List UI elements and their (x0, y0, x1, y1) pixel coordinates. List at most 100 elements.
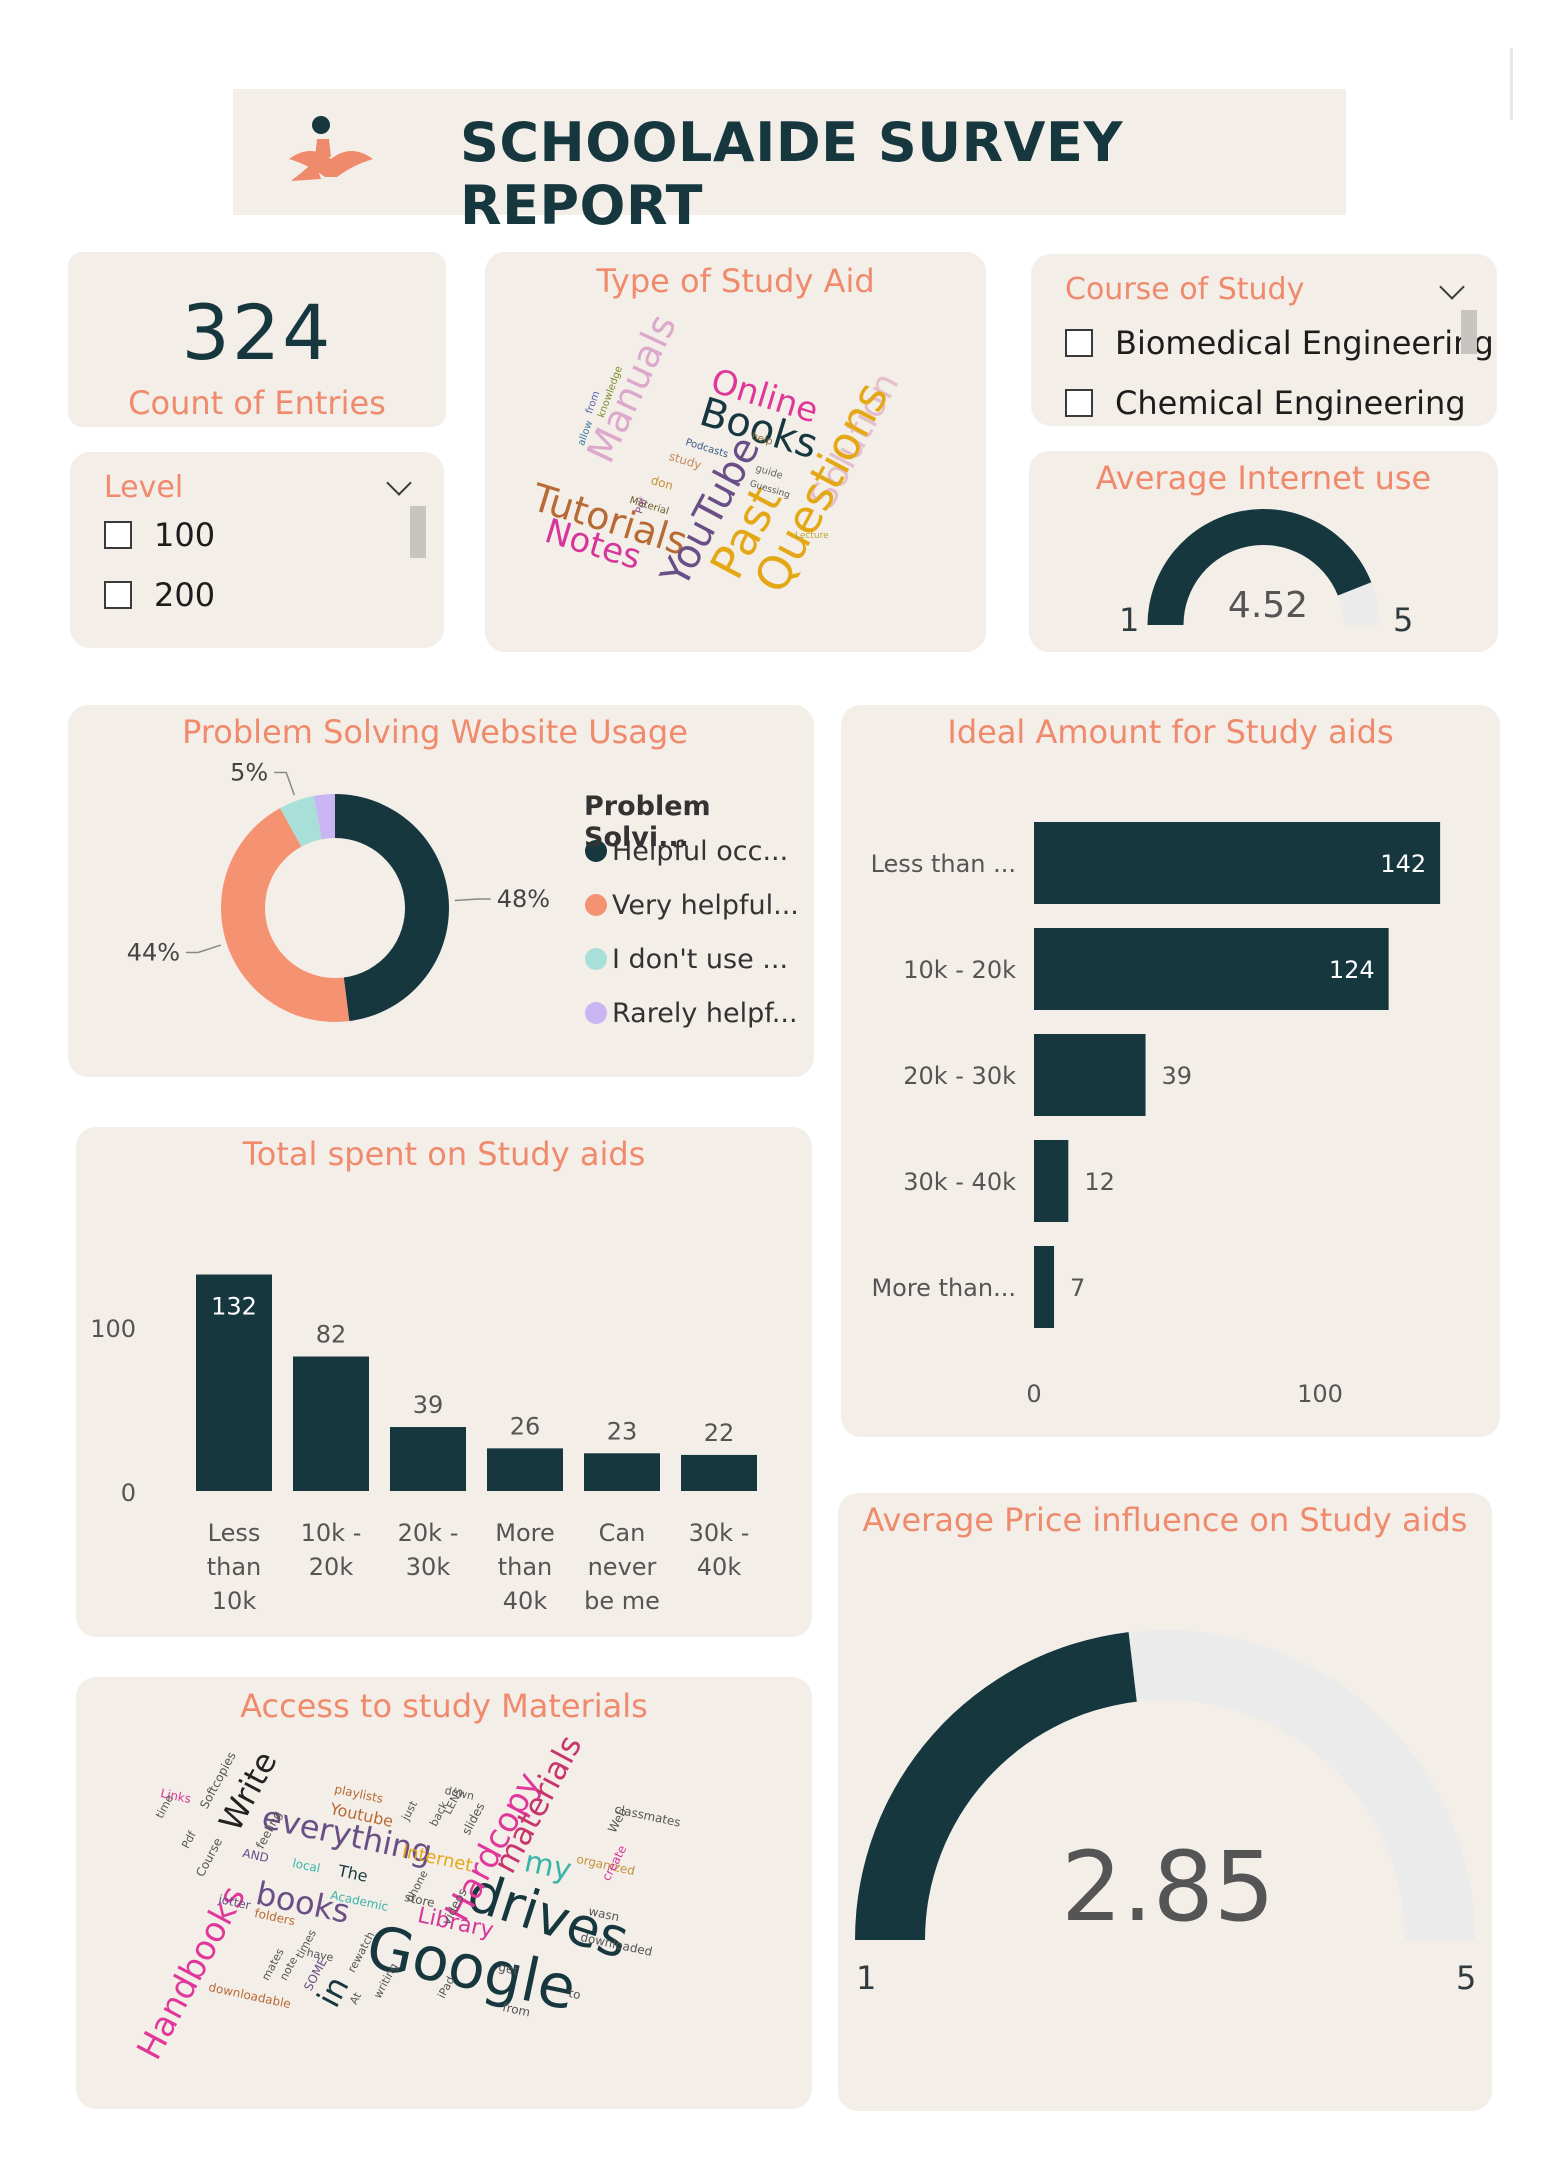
tick-label: 0 (121, 1479, 136, 1507)
slicer-scrollbar[interactable] (410, 506, 426, 558)
price-gauge (855, 1630, 1475, 1940)
word: downloadable (207, 1980, 293, 2012)
bar (293, 1356, 369, 1491)
data-label: 124 (1329, 956, 1375, 984)
category-label: 30k - 40k (903, 1168, 1016, 1196)
data-label: 26 (510, 1412, 541, 1440)
word: study (667, 449, 704, 473)
category-label: Can (599, 1519, 646, 1547)
category-label: than (207, 1553, 262, 1581)
legend-title: Problem Solvi... (584, 791, 711, 853)
level-option[interactable]: 200 (104, 576, 215, 614)
materials-card: Access to study Materials Google drives … (76, 1677, 812, 2109)
chevron-down-icon[interactable] (1439, 274, 1465, 300)
gauge-min-label: 1 (1119, 601, 1140, 639)
category-label: Less than ... (871, 850, 1016, 878)
data-label: 39 (413, 1391, 444, 1419)
course-slicer-title: Course of Study (1065, 272, 1305, 307)
donut-slice (221, 808, 350, 1022)
bar (390, 1427, 466, 1491)
legend-item: Helpful occ... (612, 836, 788, 867)
course-option-label: Chemical Engineering (1115, 384, 1466, 422)
category-label: More (495, 1519, 555, 1547)
level-option[interactable]: 100 (104, 516, 215, 554)
level-option-label: 200 (154, 576, 216, 614)
word: guide (754, 463, 785, 482)
course-option[interactable]: Chemical Engineering (1065, 384, 1466, 422)
checkbox[interactable] (1065, 329, 1093, 357)
bar (1034, 1034, 1146, 1116)
bar (681, 1454, 757, 1491)
bar (1034, 928, 1389, 1010)
legend-item: Very helpful... (612, 890, 799, 921)
word: The (336, 1861, 370, 1886)
tick-label: 0 (1026, 1380, 1041, 1408)
gauge-max-label: 5 (1456, 1959, 1477, 1997)
tick-label: 100 (90, 1315, 136, 1343)
donut-data-label: 44% (127, 938, 180, 966)
word: store (403, 1890, 436, 1911)
website-usage-card: Problem Solving Website Usage 48% 44% 5% He… (68, 705, 814, 1077)
data-label: 39 (1162, 1062, 1193, 1090)
total-spent-title: Total spent on Study aids (242, 1135, 646, 1173)
study-aid-title: Type of Study Aid (596, 262, 875, 300)
course-option[interactable]: Biomedical Engineering (1065, 324, 1494, 362)
bar (487, 1448, 563, 1491)
word: Internet (400, 1841, 475, 1877)
word: Manuals (578, 307, 685, 470)
ideal-amount-title: Ideal Amount for Study aids (947, 713, 1394, 751)
bar (1034, 1140, 1069, 1222)
category-label: 30k - (689, 1519, 750, 1547)
category-label: 10k (212, 1587, 257, 1615)
gauge-min-label: 1 (856, 1959, 877, 1997)
donut-leader-line (274, 771, 296, 796)
word: Course (193, 1835, 226, 1880)
donut-data-label: 5% (230, 759, 268, 787)
word: Lecture (795, 531, 829, 541)
word: don (649, 473, 675, 494)
word: just (399, 1798, 421, 1823)
ideal-amount-card: Ideal Amount for Study aids Less than ..… (841, 705, 1500, 1437)
chevron-down-icon[interactable] (386, 470, 412, 496)
slicer-scrollbar[interactable] (1461, 310, 1477, 354)
donut-slice (335, 794, 450, 1022)
word: AND (241, 1846, 271, 1866)
category-label: than (498, 1553, 553, 1581)
reader-figure-icon (289, 116, 373, 181)
checkbox[interactable] (1065, 389, 1093, 417)
page-scrollbar[interactable] (1510, 48, 1513, 120)
ideal-amount-chart: Less than ... 142 10k - 20k 124 20k - 30k 39 3… (871, 822, 1441, 1408)
level-slicer-title: Level (104, 470, 184, 505)
word: local (291, 1856, 322, 1876)
word: Pdf (179, 1829, 199, 1851)
checkbox[interactable] (104, 581, 132, 609)
gauge-max-label: 5 (1393, 601, 1414, 639)
website-usage-donut: 48% 44% 5% Helpful occ... Very helpful... I d… (127, 759, 799, 1029)
bar (584, 1453, 660, 1491)
legend-marker (585, 840, 607, 862)
data-label: 12 (1084, 1168, 1115, 1196)
legend-item: I don't use ... (612, 944, 788, 975)
gauge-value: 2.85 (1061, 1831, 1275, 1943)
category-label: 20k - 30k (903, 1062, 1016, 1090)
category-label: 10k - 20k (903, 956, 1016, 984)
internet-gauge-title: Average Internet use (1095, 459, 1432, 497)
page-title: SCHOOLAIDE SURVEY REPORT (460, 111, 1123, 237)
category-label: be me (584, 1587, 660, 1615)
materials-title: Access to study Materials (240, 1687, 648, 1725)
course-slicer: Course of Study Biomedical Engineering C… (1031, 254, 1497, 426)
gauge-fill (1147, 509, 1372, 625)
bar (1034, 1246, 1055, 1328)
checkbox[interactable] (104, 521, 132, 549)
internet-gauge-card: Average Internet use 1 5 4.52 (1029, 451, 1498, 652)
level-option-label: 100 (154, 516, 216, 554)
data-label: 7 (1070, 1274, 1085, 1302)
website-usage-title: Problem Solving Website Usage (182, 713, 688, 751)
category-label: Less (208, 1519, 261, 1547)
donut-slice (280, 796, 322, 847)
category-label: 10k - (301, 1519, 362, 1547)
total-spent-card: Total spent on Study aids 132 Less than 10k… (76, 1127, 812, 1637)
data-label: 23 (607, 1417, 638, 1445)
report-header: SCHOOLAIDE SURVEY REPORT (233, 89, 1346, 237)
category-label: never (588, 1553, 657, 1581)
